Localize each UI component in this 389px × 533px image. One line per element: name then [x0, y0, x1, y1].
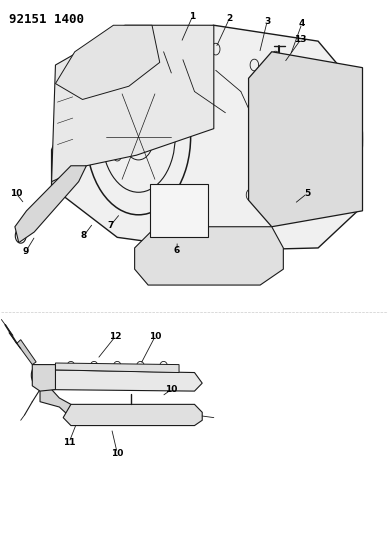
Text: 10: 10 — [165, 385, 177, 394]
Text: 92151 1400: 92151 1400 — [9, 13, 84, 26]
Polygon shape — [249, 52, 363, 227]
Polygon shape — [52, 25, 214, 182]
Text: 6: 6 — [174, 246, 180, 255]
Text: 10: 10 — [10, 189, 22, 198]
Text: 9: 9 — [23, 247, 29, 256]
Text: 8: 8 — [81, 231, 87, 240]
Polygon shape — [40, 390, 79, 418]
Text: 5: 5 — [304, 189, 310, 198]
Text: 2: 2 — [226, 14, 232, 23]
Text: 10: 10 — [149, 332, 161, 341]
Polygon shape — [52, 25, 361, 251]
Polygon shape — [56, 363, 179, 373]
Polygon shape — [32, 365, 56, 391]
Text: 4: 4 — [299, 19, 305, 28]
Text: 13: 13 — [294, 35, 307, 44]
Polygon shape — [135, 227, 283, 285]
Polygon shape — [17, 340, 36, 365]
Polygon shape — [150, 184, 208, 237]
Text: 12: 12 — [109, 332, 122, 341]
Text: 1: 1 — [189, 12, 196, 21]
Text: 10: 10 — [111, 449, 123, 458]
Polygon shape — [63, 405, 202, 425]
Text: 11: 11 — [63, 438, 75, 447]
Polygon shape — [56, 25, 160, 100]
Polygon shape — [40, 370, 202, 391]
Polygon shape — [15, 166, 86, 243]
Text: 3: 3 — [264, 17, 270, 26]
Text: 7: 7 — [107, 221, 114, 230]
